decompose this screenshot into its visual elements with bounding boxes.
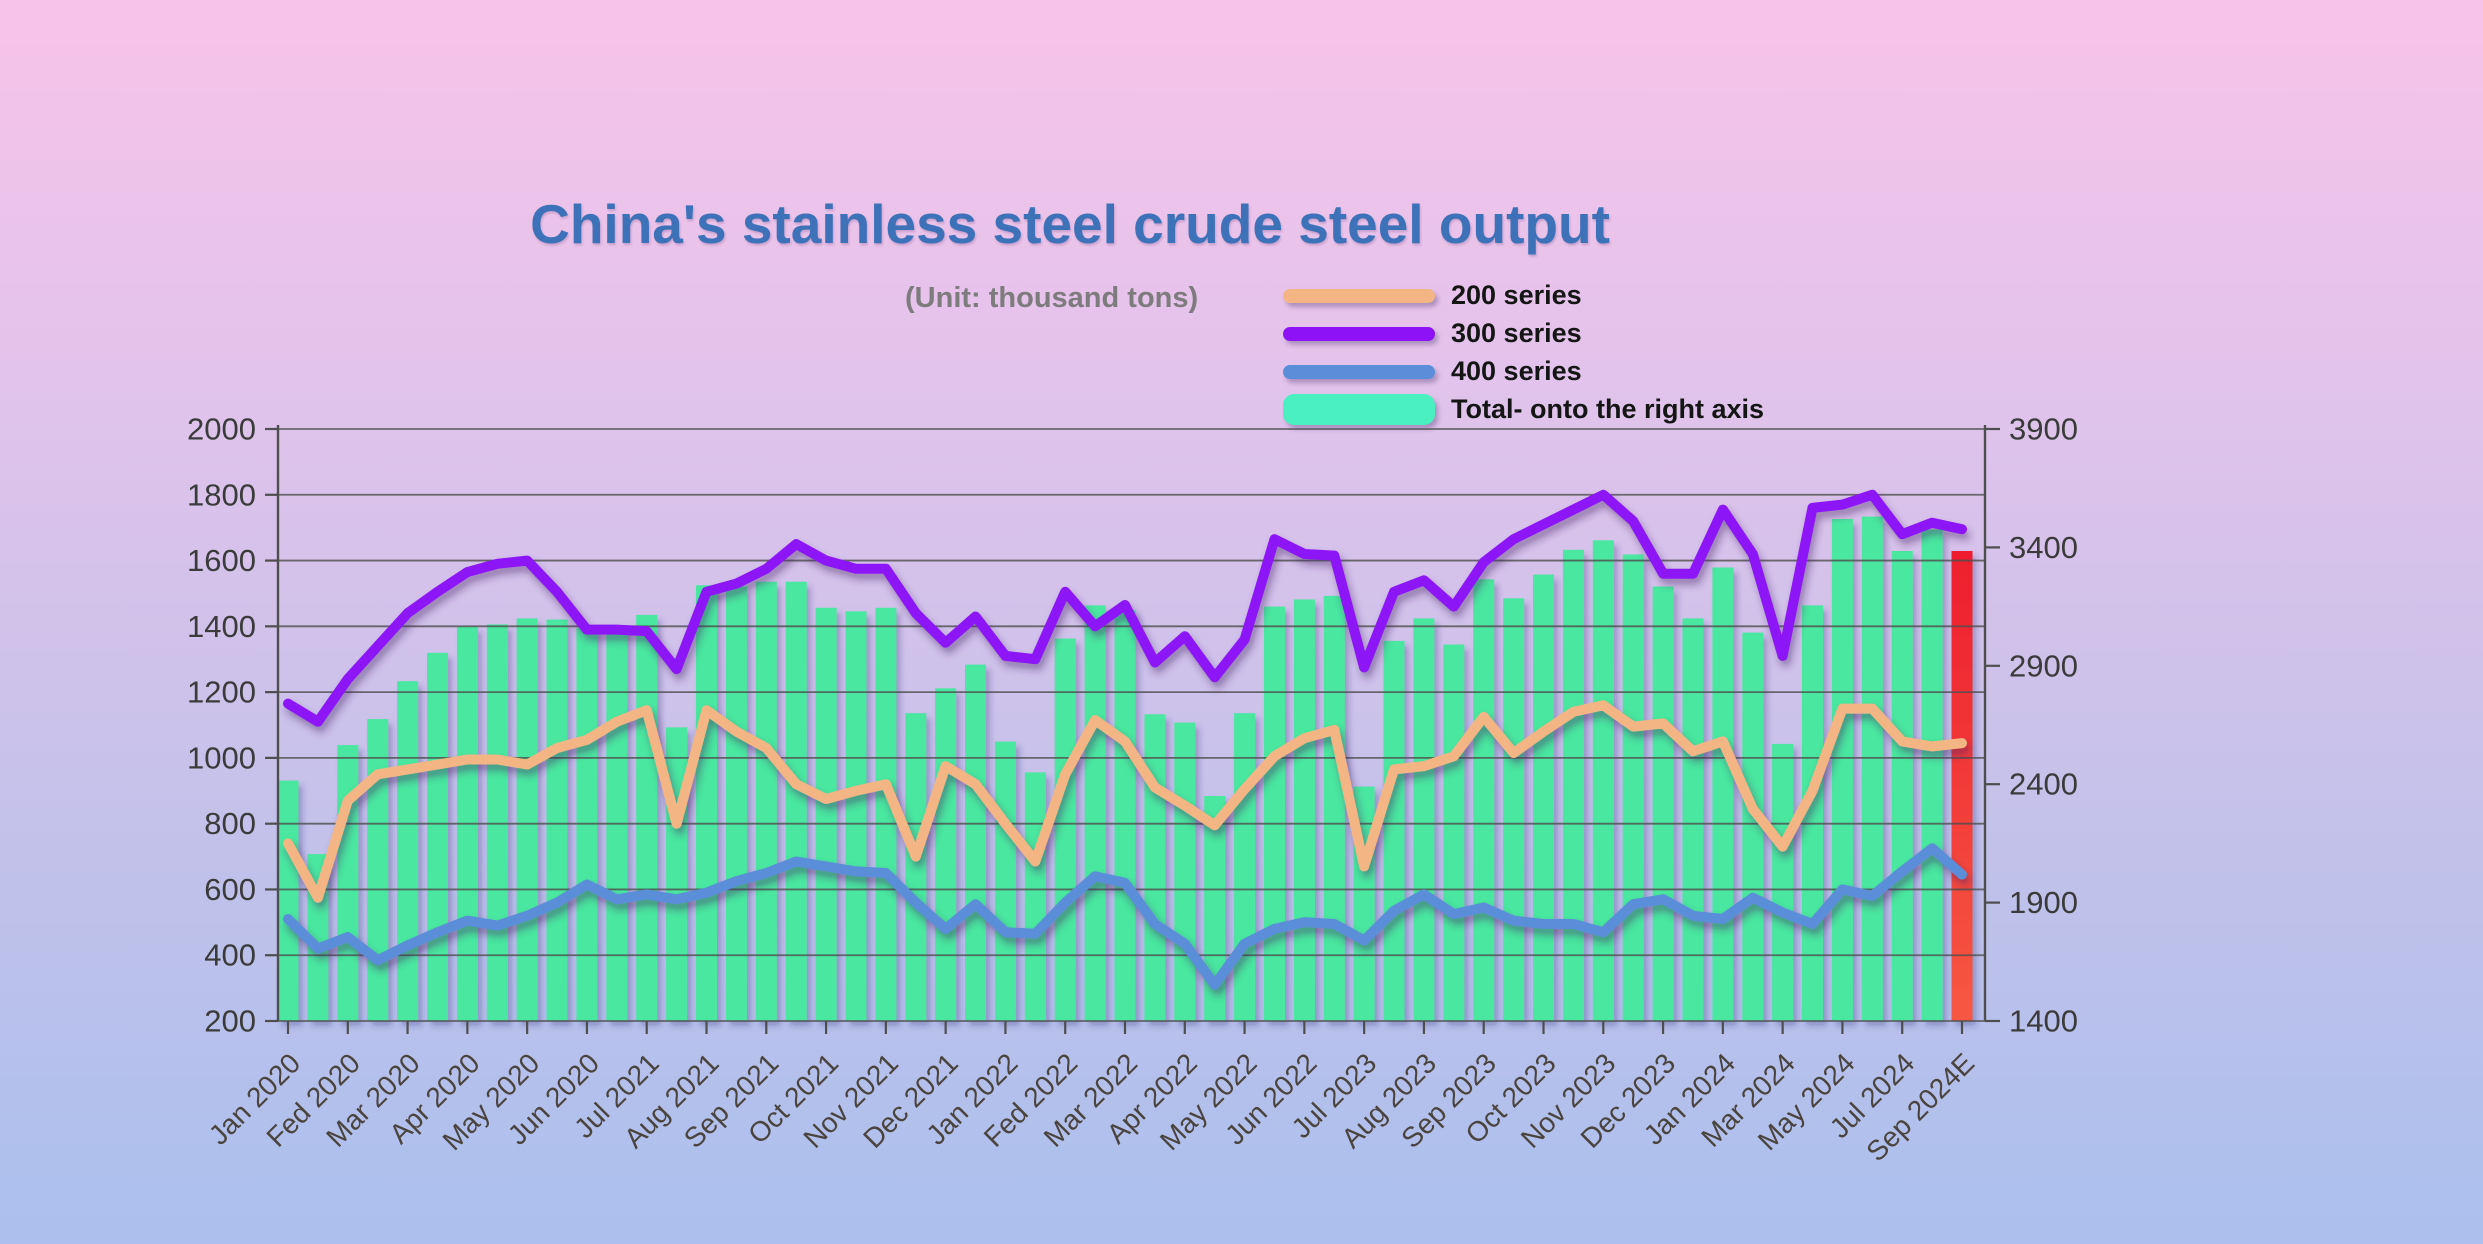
total-bar [277, 780, 299, 1021]
total-bar [1413, 618, 1435, 1021]
total-bar [1293, 599, 1315, 1021]
total-bar [1204, 796, 1226, 1021]
total-bar [845, 611, 867, 1021]
total-bar [1861, 516, 1883, 1021]
legend-label: 200 series [1451, 280, 1582, 310]
left-axis-tick-label: 2000 [187, 412, 256, 447]
left-axis-tick-label: 1200 [187, 675, 256, 710]
total-bar [815, 607, 837, 1021]
line-series [283, 489, 1967, 990]
total-bar [965, 664, 986, 1021]
right-axis-tick-label: 1900 [2009, 885, 2078, 920]
total-bar [1024, 772, 1046, 1021]
total-bar [1772, 743, 1794, 1021]
right-axis-tick-label: 1400 [2009, 1004, 2078, 1039]
total-bar [367, 719, 389, 1021]
total-bar [1921, 529, 1943, 1021]
total-bar [1323, 595, 1345, 1021]
legend-label: 400 series [1451, 356, 1582, 386]
total-bar [994, 741, 1016, 1021]
total-bar [397, 681, 419, 1021]
legend-item-total: Total- onto the right axis [1283, 394, 1764, 425]
legend-item-400-series: 400 series [1283, 356, 1764, 387]
page-title: China's stainless steel crude steel outp… [530, 193, 1610, 255]
total-bar [1712, 567, 1734, 1021]
legend-item-300-series: 300 series [1283, 318, 1764, 349]
left-axis-tick-label: 1400 [187, 609, 256, 644]
total-bar [486, 624, 508, 1021]
total-bar [1174, 722, 1196, 1021]
total-bar [1533, 574, 1554, 1021]
axes [265, 425, 2000, 1034]
total-bar [1503, 598, 1525, 1021]
right-axis-tick-label: 2900 [2009, 648, 2078, 683]
total-bar [1622, 554, 1644, 1021]
total-bar [875, 607, 897, 1021]
total-bar [427, 652, 448, 1021]
total-bar [1562, 549, 1584, 1021]
legend: 200 series 300 series 400 series Total- … [1283, 280, 1764, 425]
left-axis-tick-label: 1600 [187, 543, 256, 578]
left-axis-tick-label: 1800 [187, 477, 256, 512]
total-bar [1652, 586, 1674, 1021]
total-bar [636, 614, 658, 1021]
legend-label: Total- onto the right axis [1451, 394, 1764, 424]
total-bar [905, 713, 927, 1021]
unit-note: (Unit: thousand tons) [905, 282, 1199, 314]
total-bar [1264, 606, 1285, 1021]
legend-swatch-total-icon [1283, 394, 1435, 425]
legend-label: 300 series [1451, 318, 1582, 348]
legend-swatch-300-series-icon [1283, 326, 1435, 341]
total-bar [1592, 540, 1614, 1021]
total-bar [1831, 519, 1853, 1021]
total-bar [1054, 638, 1076, 1021]
right-axis-tick-label: 3400 [2009, 530, 2078, 565]
right-axis-tick-label: 2400 [2009, 767, 2078, 802]
right-axis-tick-label: 3900 [2009, 412, 2078, 447]
left-axis-tick-label: 1000 [187, 740, 256, 775]
total-bar [725, 586, 747, 1021]
total-bar [1114, 610, 1136, 1021]
left-axis-tick-label: 400 [204, 938, 256, 973]
legend-swatch-400-series-icon [1283, 364, 1435, 379]
left-axis-tick-label: 200 [204, 1004, 256, 1039]
total-bar [696, 585, 717, 1021]
total-bars [277, 516, 1973, 1021]
legend-swatch-200-series-icon [1283, 288, 1435, 303]
left-axis-tick-label: 800 [204, 806, 256, 841]
total-bar [1234, 713, 1256, 1021]
series-line-300 [283, 489, 1967, 727]
total-bar [546, 619, 568, 1021]
total-bar [1443, 644, 1465, 1021]
total-bar-estimate [1951, 551, 1973, 1021]
total-bar [1891, 551, 1913, 1021]
total-bar [1682, 618, 1704, 1021]
legend-item-200-series: 200 series [1283, 280, 1764, 311]
total-bar [935, 688, 957, 1021]
series-line-200 [283, 700, 1967, 903]
total-bar [1742, 632, 1764, 1021]
total-bar [337, 745, 359, 1021]
total-bar [516, 618, 538, 1021]
total-bar [1144, 714, 1166, 1021]
series-line-400 [283, 843, 1967, 990]
total-bar [1084, 605, 1106, 1021]
total-bar [666, 727, 688, 1021]
total-bar [1383, 640, 1405, 1021]
left-axis-tick-label: 600 [204, 872, 256, 907]
